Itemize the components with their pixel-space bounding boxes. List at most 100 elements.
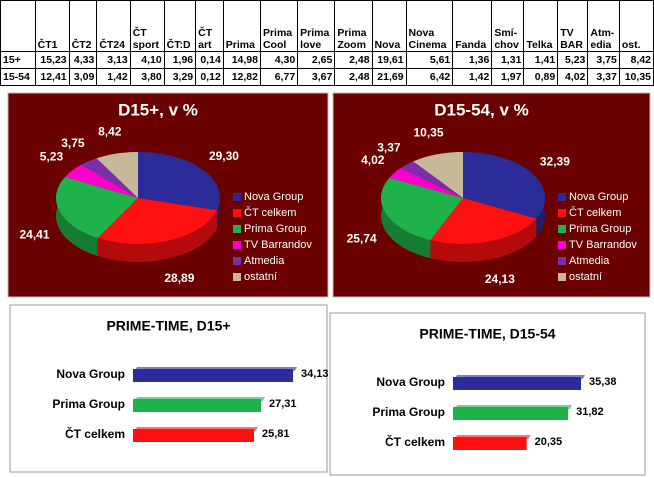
cell: 1,97: [491, 68, 525, 86]
column-header: TV BAR: [557, 0, 589, 52]
chart-title: D15+, v %: [118, 100, 198, 119]
table-row: 15-54 12,41 3,09 1,42 3,80 3,29 0,12 12,82 6,77 3…: [0, 68, 654, 86]
legend-swatch: [233, 257, 241, 265]
column-header: Nova: [371, 0, 407, 52]
value-label: 8,42: [98, 125, 122, 139]
category-label: ČT celkem: [385, 434, 445, 449]
corner-cell: [0, 0, 36, 52]
slice: [381, 177, 463, 241]
chart-title: D15-54, v %: [434, 100, 529, 119]
chart-title: PRIME-TIME, D15+: [106, 318, 230, 334]
bar: [133, 429, 254, 442]
value-label: 10,35: [413, 126, 443, 140]
chart-title: PRIME-TIME, D15-54: [419, 326, 555, 342]
value-label: 35,38: [589, 376, 617, 388]
value-label: 4,02: [361, 153, 385, 167]
column-header: Nova Cinema: [405, 0, 454, 52]
cell: 1,42: [96, 68, 131, 86]
slice: [97, 198, 218, 245]
slice: [56, 176, 138, 239]
slice-edge: [430, 218, 537, 262]
cell: 3,29: [163, 68, 197, 86]
category-label: ČT celkem: [65, 426, 125, 441]
legend-swatch: [558, 241, 566, 249]
cell: 6,42: [405, 68, 454, 86]
value-label: 32,39: [540, 154, 570, 168]
legend-label: Atmedia: [569, 255, 610, 267]
cell: 0,14: [195, 51, 224, 69]
value-label: 25,81: [262, 428, 290, 440]
legend-swatch: [558, 209, 566, 217]
slice: [65, 164, 138, 198]
legend-swatch: [558, 273, 566, 281]
cell: 5,23: [557, 51, 589, 69]
row-label: 15+: [0, 51, 36, 69]
cell: 8,42: [618, 51, 654, 69]
value-label: 5,23: [40, 149, 64, 163]
cell: 3,37: [587, 68, 620, 86]
cell: 3,80: [129, 68, 165, 86]
slice: [389, 168, 463, 198]
slice: [96, 152, 138, 198]
column-header: Atm- edia: [587, 0, 620, 52]
legend-swatch: [233, 273, 241, 281]
column-header: Prima Zoom: [334, 0, 373, 52]
bar: [453, 377, 581, 390]
chart-panel: [9, 304, 328, 473]
slice: [81, 158, 138, 198]
slice: [413, 152, 463, 198]
value-label: 29,30: [209, 149, 239, 163]
legend-swatch: [233, 225, 241, 233]
legend-label: TV Barrandov: [244, 239, 312, 251]
cell: 3,75: [587, 51, 620, 69]
legend-label: ostatní: [244, 271, 277, 283]
legend-label: Prima Group: [569, 223, 631, 235]
bar: [453, 437, 527, 450]
value-label: 27,31: [269, 398, 297, 410]
legend-label: Nova Group: [569, 191, 628, 203]
cell: 12,41: [34, 68, 70, 86]
column-header: ČT24: [96, 0, 131, 52]
slice-edge: [381, 177, 431, 259]
legend-swatch: [558, 225, 566, 233]
bar: [453, 407, 569, 420]
cell: 0,89: [523, 68, 559, 86]
value-label: 34,13: [301, 368, 329, 380]
slice-edge: [97, 210, 218, 262]
column-header: Prima: [222, 0, 261, 52]
column-header: Fanda: [452, 0, 493, 52]
bar: [133, 399, 262, 412]
slice: [400, 161, 463, 198]
column-header: Smí- chov: [491, 0, 525, 52]
slice: [430, 198, 537, 244]
category-label: Prima Group: [372, 405, 445, 419]
header-row: ČT1 ČT2 ČT24 ČT sport ČT:D ČT art Prima Prima C…: [0, 0, 654, 52]
cell: 2,48: [334, 68, 373, 86]
cell: 12,82: [222, 68, 261, 86]
legend-swatch: [233, 193, 241, 201]
column-header: ost.: [618, 0, 654, 52]
cell: 10,35: [618, 68, 654, 86]
column-header: ČT art: [195, 0, 224, 52]
legend-label: ČT celkem: [244, 206, 296, 219]
cell: 21,69: [371, 68, 407, 86]
cell: 1,36: [452, 51, 493, 69]
column-header: Prima love: [297, 0, 336, 52]
cell: 1,42: [452, 68, 493, 86]
legend-label: TV Barrandov: [569, 239, 637, 251]
value-label: 25,74: [347, 232, 377, 246]
legend-label: Nova Group: [244, 191, 303, 203]
cell: 3,67: [297, 68, 336, 86]
category-label: Prima Group: [52, 397, 125, 411]
value-label: 20,35: [535, 436, 563, 448]
value-label: 3,75: [61, 136, 85, 150]
cell: 19,61: [371, 51, 407, 69]
bar: [133, 369, 293, 382]
cell: 2,48: [334, 51, 373, 69]
legend-label: Prima Group: [244, 223, 306, 235]
value-label: 28,89: [164, 271, 194, 285]
legend-label: ČT celkem: [569, 206, 621, 219]
legend-swatch: [558, 193, 566, 201]
